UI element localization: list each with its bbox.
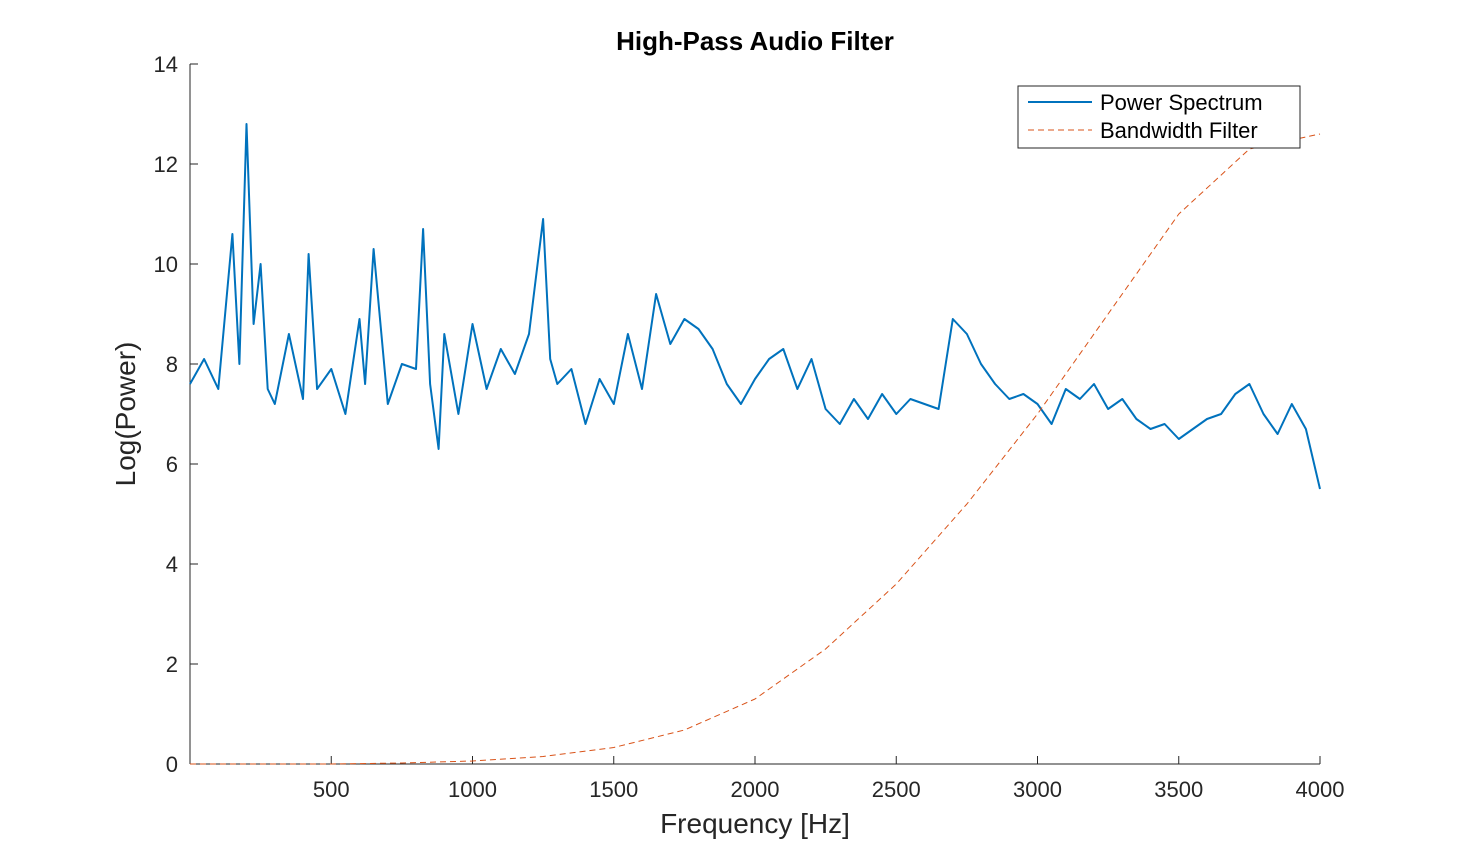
x-tick-label: 3000 — [1013, 777, 1062, 802]
chart-title: High-Pass Audio Filter — [616, 26, 894, 56]
series-line-bandwidth-filter — [190, 133, 1321, 765]
y-tick-label: 12 — [154, 152, 178, 177]
legend-label-power-spectrum: Power Spectrum — [1100, 90, 1263, 115]
y-tick-label: 8 — [166, 352, 178, 377]
x-tick-label: 1500 — [589, 777, 638, 802]
y-tick-label: 14 — [154, 52, 178, 77]
legend-box — [1017, 85, 1301, 149]
x-axis-label: Frequency [Hz] — [660, 808, 850, 839]
x-tick-label: 2000 — [731, 777, 780, 802]
x-tick-label: 3500 — [1154, 777, 1203, 802]
y-axis-label: Log(Power) — [110, 342, 141, 487]
x-tick-label: 500 — [313, 777, 350, 802]
y-tick-label: 0 — [166, 752, 178, 777]
x-tick-label: 4000 — [1296, 777, 1345, 802]
legend-label-bandwidth-filter: Bandwidth Filter — [1100, 118, 1258, 143]
legend: Power Spectrum Bandwidth Filter — [1017, 85, 1301, 149]
y-ticks: 0 2 4 6 8 10 12 14 — [154, 52, 198, 777]
x-tick-label: 1000 — [448, 777, 497, 802]
x-ticks: 500 1000 1500 2000 2500 3000 3500 4000 — [313, 756, 1345, 802]
series-layer — [189, 123, 1321, 765]
y-tick-label: 2 — [166, 652, 178, 677]
x-tick-label: 2500 — [872, 777, 921, 802]
series-line-power-spectrum — [189, 123, 1321, 490]
y-tick-label: 10 — [154, 252, 178, 277]
y-tick-label: 4 — [166, 552, 178, 577]
y-tick-label: 6 — [166, 452, 178, 477]
